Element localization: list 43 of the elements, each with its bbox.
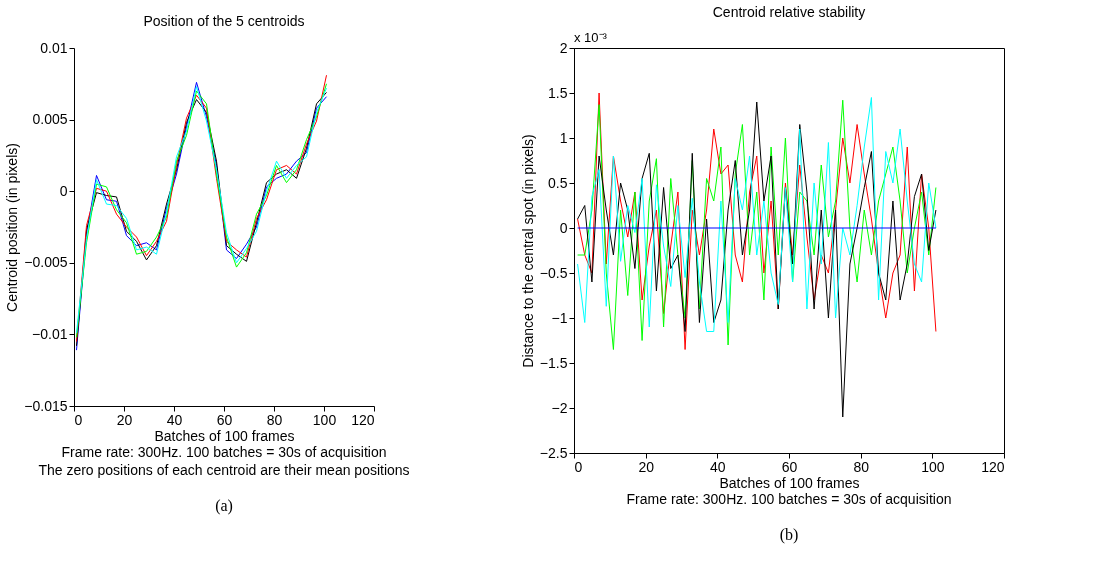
x-tick-label: 0 [74, 411, 83, 428]
y-tick-label: −2.5 [539, 444, 568, 461]
y-tick-label: −1 [551, 309, 568, 326]
x-tick-label: 20 [116, 411, 133, 428]
x-tick-label: 80 [853, 458, 870, 475]
x-tick-label: 100 [312, 411, 337, 428]
text: Frame rate: 300Hz. 100 batches = 30s of acquisition [626, 491, 952, 507]
x-tick-label: 40 [166, 411, 183, 428]
x-tick-label: 100 [921, 458, 945, 475]
x-tick-label: 40 [710, 458, 726, 475]
x-tick-label: 0 [574, 458, 583, 475]
y-tick-label: −0.01 [32, 325, 68, 342]
y-axis-title: Distance to the central spot (in pixels) [519, 134, 536, 368]
y-tick-label: −1.5 [539, 354, 568, 371]
x-tick-label: 20 [638, 458, 655, 475]
y-tick-label: 0.005 [32, 111, 68, 128]
text: (a) [215, 497, 233, 515]
y-tick-label: 1 [559, 129, 568, 146]
y-tick-label: −0.015 [24, 397, 68, 414]
chart-title: Centroid relative stability [712, 4, 866, 20]
y-tick-label: −0.5 [539, 264, 568, 281]
y-tick-label: 0.01 [40, 39, 68, 56]
x-tick-label: 80 [266, 411, 283, 428]
text: Frame rate: 300Hz. 100 batches = 30s of acquisition [61, 444, 387, 460]
y-tick-label: 0 [559, 219, 568, 236]
y-tick-label: −0.005 [24, 254, 68, 271]
text: (b) [779, 526, 799, 544]
x-tick-label: 120 [981, 458, 1005, 475]
x-tick-label: 60 [216, 411, 233, 428]
text: x 10⁻³ [574, 30, 608, 45]
y-tick-label: 1.5 [548, 84, 568, 101]
y-tick-label: 0 [59, 182, 68, 199]
y-tick-label: 2 [559, 39, 568, 56]
x-tick-label: 60 [781, 458, 798, 475]
y-tick-label: 0.5 [548, 174, 568, 191]
text: The zero positions of each centroid are their mean positions [38, 462, 410, 478]
x-axis-title: Batches of 100 frames [719, 474, 860, 491]
chart-title: Position of the 5 centroids [143, 13, 305, 29]
line-series [577, 101, 937, 418]
x-tick-label: 120 [351, 411, 375, 428]
y-axis-title: Centroid position (in pixels) [4, 143, 21, 312]
x-axis-title: Batches of 100 frames [154, 427, 295, 444]
y-tick-label: −2 [551, 399, 568, 416]
